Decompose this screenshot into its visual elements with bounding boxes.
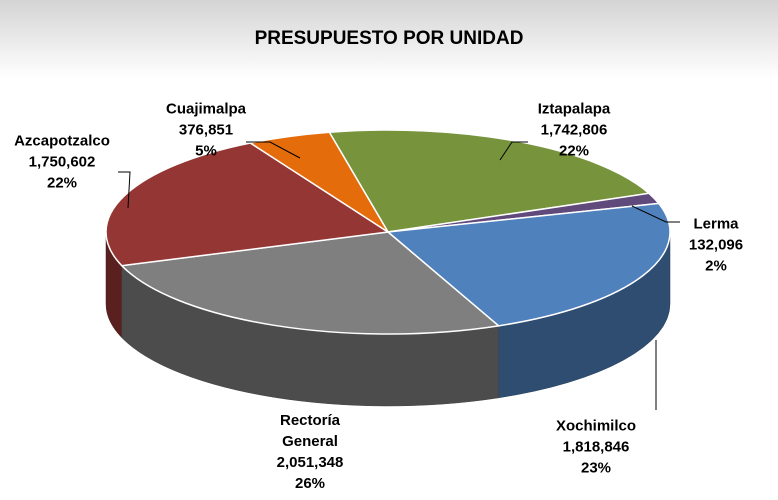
pie xyxy=(105,129,671,407)
value-label: 132,096 xyxy=(688,236,744,254)
category-label: Lerma xyxy=(693,215,739,233)
percent-label: 22% xyxy=(558,142,590,160)
percent-label: 5% xyxy=(195,142,217,160)
category-label: Iztapalapa xyxy=(537,100,611,118)
value-label: 1,818,846 xyxy=(562,438,630,456)
category-label: Azcapotzalco xyxy=(14,132,110,150)
value-label: 376,851 xyxy=(178,121,234,139)
slice xyxy=(105,142,391,267)
leader-line xyxy=(631,205,680,223)
leader-line xyxy=(246,141,301,159)
category-label: Cuajimalpa xyxy=(165,100,247,118)
percent-label: 22% xyxy=(46,174,78,192)
leader-lines xyxy=(118,141,680,410)
percent-label: 26% xyxy=(294,475,326,492)
slice xyxy=(386,202,671,327)
category-label: Xochimilco xyxy=(555,417,637,435)
value-label: 2,051,348 xyxy=(276,454,344,471)
chart-title: PRESUPUESTO POR UNIDAD xyxy=(254,28,524,49)
data-label: Iztapalapa 1,742,806 22% xyxy=(538,99,611,162)
percent-label: 2% xyxy=(705,257,727,275)
data-label: Lerma 132,096 2% xyxy=(689,214,743,277)
slice xyxy=(120,231,501,335)
value-label: 1,742,806 xyxy=(540,121,608,139)
leader-line xyxy=(499,141,528,161)
data-label: Xochimilco 1,818,846 23% xyxy=(556,416,636,479)
leader-line xyxy=(118,171,131,209)
slice xyxy=(248,131,389,233)
value-label: 1,750,602 xyxy=(28,153,96,171)
data-label: Rectoría General 2,051,348 26% xyxy=(265,410,355,494)
percent-label: 23% xyxy=(580,459,612,477)
category-label: Rectoría General xyxy=(279,412,341,450)
data-label: Cuajimalpa 376,851 5% xyxy=(166,99,246,162)
data-label: Azcapotzalco 1,750,602 22% xyxy=(14,131,110,194)
